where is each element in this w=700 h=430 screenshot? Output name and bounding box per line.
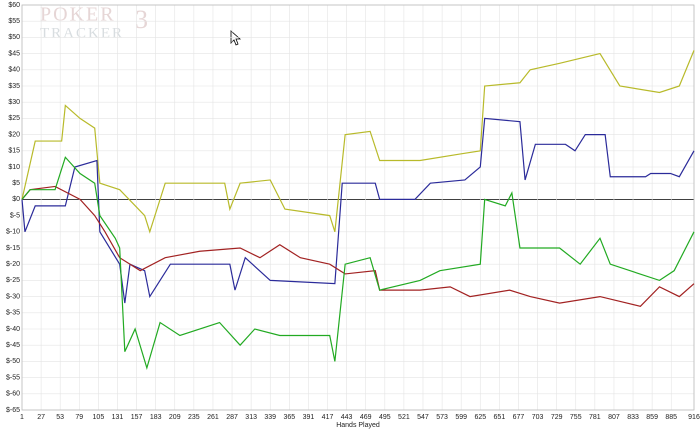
x-tick-label: 261 (207, 414, 219, 421)
x-tick-label: 313 (245, 414, 257, 421)
series-line (21, 156, 695, 370)
x-tick-label: 703 (532, 414, 544, 421)
x-tick-label: 625 (474, 414, 486, 421)
series-line (21, 50, 695, 234)
y-tick-label: $60 (8, 2, 20, 9)
y-tick-label: $15 (8, 148, 20, 155)
x-tick-label: 417 (322, 414, 334, 421)
x-tick-label: 729 (551, 414, 563, 421)
x-tick-label: 677 (513, 414, 525, 421)
y-tick-label: $-10 (6, 229, 20, 236)
x-tick-label: 131 (112, 414, 124, 421)
series-line (21, 117, 695, 304)
x-tick-label: 469 (360, 414, 372, 421)
y-tick-label: $55 (8, 18, 20, 25)
x-tick-label: 365 (283, 414, 295, 421)
y-tick-label: $50 (8, 34, 20, 41)
y-tick-label: $-40 (6, 326, 20, 333)
y-tick-label: $-50 (6, 358, 20, 365)
x-tick-label: 573 (436, 414, 448, 421)
x-tick-label: 495 (379, 414, 391, 421)
x-tick-label: 209 (169, 414, 181, 421)
x-tick-label: 916 (688, 414, 700, 421)
y-tick-label: $-65 (6, 407, 20, 414)
y-tick-label: $-30 (6, 293, 20, 300)
y-tick-label: $30 (8, 99, 20, 106)
x-tick-label: 807 (608, 414, 620, 421)
grid (21, 4, 695, 411)
x-tick-label: 443 (341, 414, 353, 421)
y-tick-label: $-15 (6, 245, 20, 252)
y-tick-label: $25 (8, 115, 20, 122)
plot-border (21, 4, 695, 411)
y-tick-label: $-45 (6, 342, 20, 349)
x-tick-label: 547 (417, 414, 429, 421)
x-tick-label: 833 (627, 414, 639, 421)
y-tick-label: $40 (8, 67, 20, 74)
x-tick-label: 781 (589, 414, 601, 421)
x-tick-label: 521 (398, 414, 410, 421)
y-tick-label: $0 (12, 196, 20, 203)
x-tick-label: 235 (188, 414, 200, 421)
x-tick-label: 287 (226, 414, 238, 421)
y-tick-label: $5 (12, 180, 20, 187)
x-tick-label: 391 (303, 414, 315, 421)
x-tick-label: 651 (494, 414, 506, 421)
x-axis-label: Hands Played (336, 422, 380, 429)
x-tick-label: 105 (93, 414, 105, 421)
lines (21, 50, 695, 370)
y-tick-label: $-5 (10, 212, 20, 219)
x-tick-label: 157 (131, 414, 143, 421)
y-tick-label: $-35 (6, 310, 20, 317)
logo-num: 3 (135, 5, 150, 34)
logo: POKER (40, 4, 116, 26)
x-tick-label: 79 (75, 414, 83, 421)
cursor (230, 30, 242, 46)
y-tick-label: $-20 (6, 261, 20, 268)
logo-sub: TRACKER (40, 25, 124, 41)
x-tick-label: 27 (37, 414, 45, 421)
y-tick-label: $20 (8, 131, 20, 138)
y-tick-label: $-25 (6, 277, 20, 284)
series-line (21, 185, 695, 307)
x-tick-label: 599 (455, 414, 467, 421)
y-tick-label: $10 (8, 164, 20, 171)
x-tick-label: 183 (150, 414, 162, 421)
x-tick-label: 1 (20, 414, 24, 421)
x-tick-label: 755 (570, 414, 582, 421)
y-tick-label: $-60 (6, 391, 20, 398)
x-tick-label: 859 (646, 414, 658, 421)
x-tick-label: 885 (665, 414, 677, 421)
y-tick-label: $35 (8, 83, 20, 90)
y-tick-label: $-55 (6, 374, 20, 381)
x-tick-label: 53 (56, 414, 64, 421)
x-tick-label: 339 (264, 414, 276, 421)
y-tick-label: $45 (8, 50, 20, 57)
